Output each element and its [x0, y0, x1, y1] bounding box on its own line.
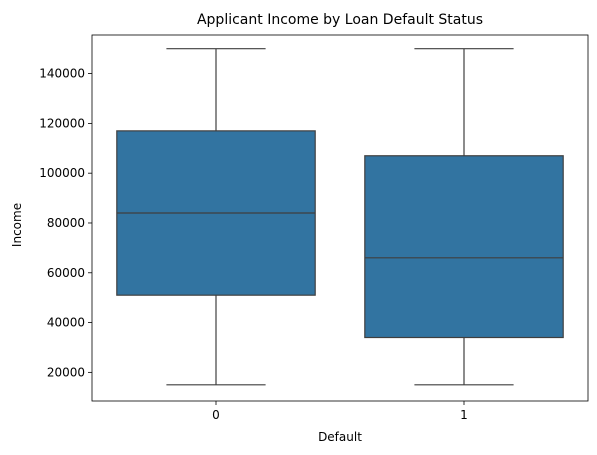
y-tick-label: 80000	[47, 216, 85, 230]
y-tick-label: 20000	[47, 365, 85, 379]
x-tick-label: 0	[212, 408, 220, 422]
x-tick-label: 1	[460, 408, 468, 422]
y-tick-label: 120000	[39, 116, 85, 130]
x-axis-title: Default	[318, 430, 362, 444]
y-axis-title: Income	[10, 203, 24, 247]
y-tick-label: 140000	[39, 67, 85, 81]
chart-title: Applicant Income by Loan Default Status	[197, 12, 483, 28]
plot-frame	[91, 34, 589, 402]
y-tick-label: 40000	[47, 316, 85, 330]
y-tick-label: 60000	[47, 266, 85, 280]
plot-area: 20000 40000 60000 80000 100000 120000 140000 0 1	[39, 34, 589, 422]
y-tick-label: 100000	[39, 166, 85, 180]
box-iqr	[364, 155, 564, 339]
